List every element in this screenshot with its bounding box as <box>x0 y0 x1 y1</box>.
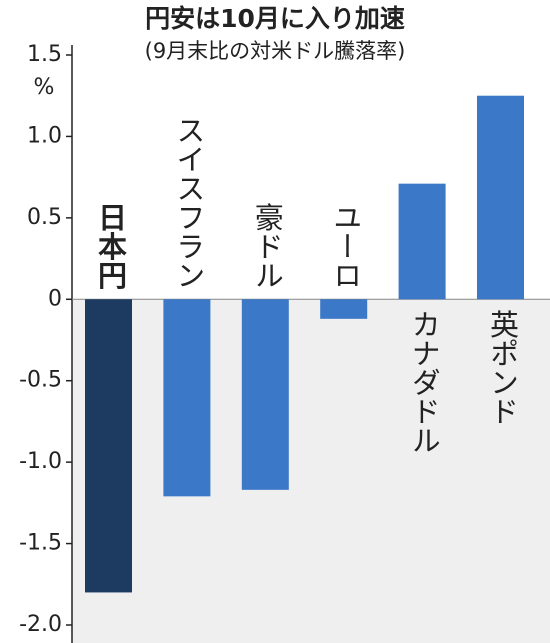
bar <box>477 95 524 300</box>
category-label: 豪ドル <box>250 202 284 289</box>
bar <box>163 299 211 497</box>
y-tick-label: -0.5 <box>19 368 62 393</box>
y-tick-label: 0.5 <box>27 205 62 230</box>
y-tick-label: 0 <box>48 286 62 311</box>
y-tick-label: 1.0 <box>27 123 62 148</box>
chart-subtitle: (9月末比の対米ドル騰落率) <box>145 39 406 63</box>
y-tick-label: -1.5 <box>19 531 62 556</box>
y-tick-label: -2.0 <box>19 612 62 637</box>
y-tick-label: 1.5 <box>27 42 62 67</box>
category-label: 英ポンド <box>486 309 520 425</box>
category-label: スイスフラン <box>172 115 206 289</box>
category-label: 日本円 <box>94 202 128 289</box>
bar <box>241 299 289 490</box>
y-unit: % <box>34 75 55 100</box>
chart-title: 円安は10月に入り加速 <box>145 4 405 33</box>
bar <box>398 183 446 300</box>
bar <box>320 299 368 319</box>
category-label: カナダドル <box>407 309 441 454</box>
category-label: ユーロ <box>329 202 363 289</box>
negative-background <box>72 299 550 643</box>
y-tick-label: -1.0 <box>19 449 62 474</box>
bar <box>85 299 132 593</box>
